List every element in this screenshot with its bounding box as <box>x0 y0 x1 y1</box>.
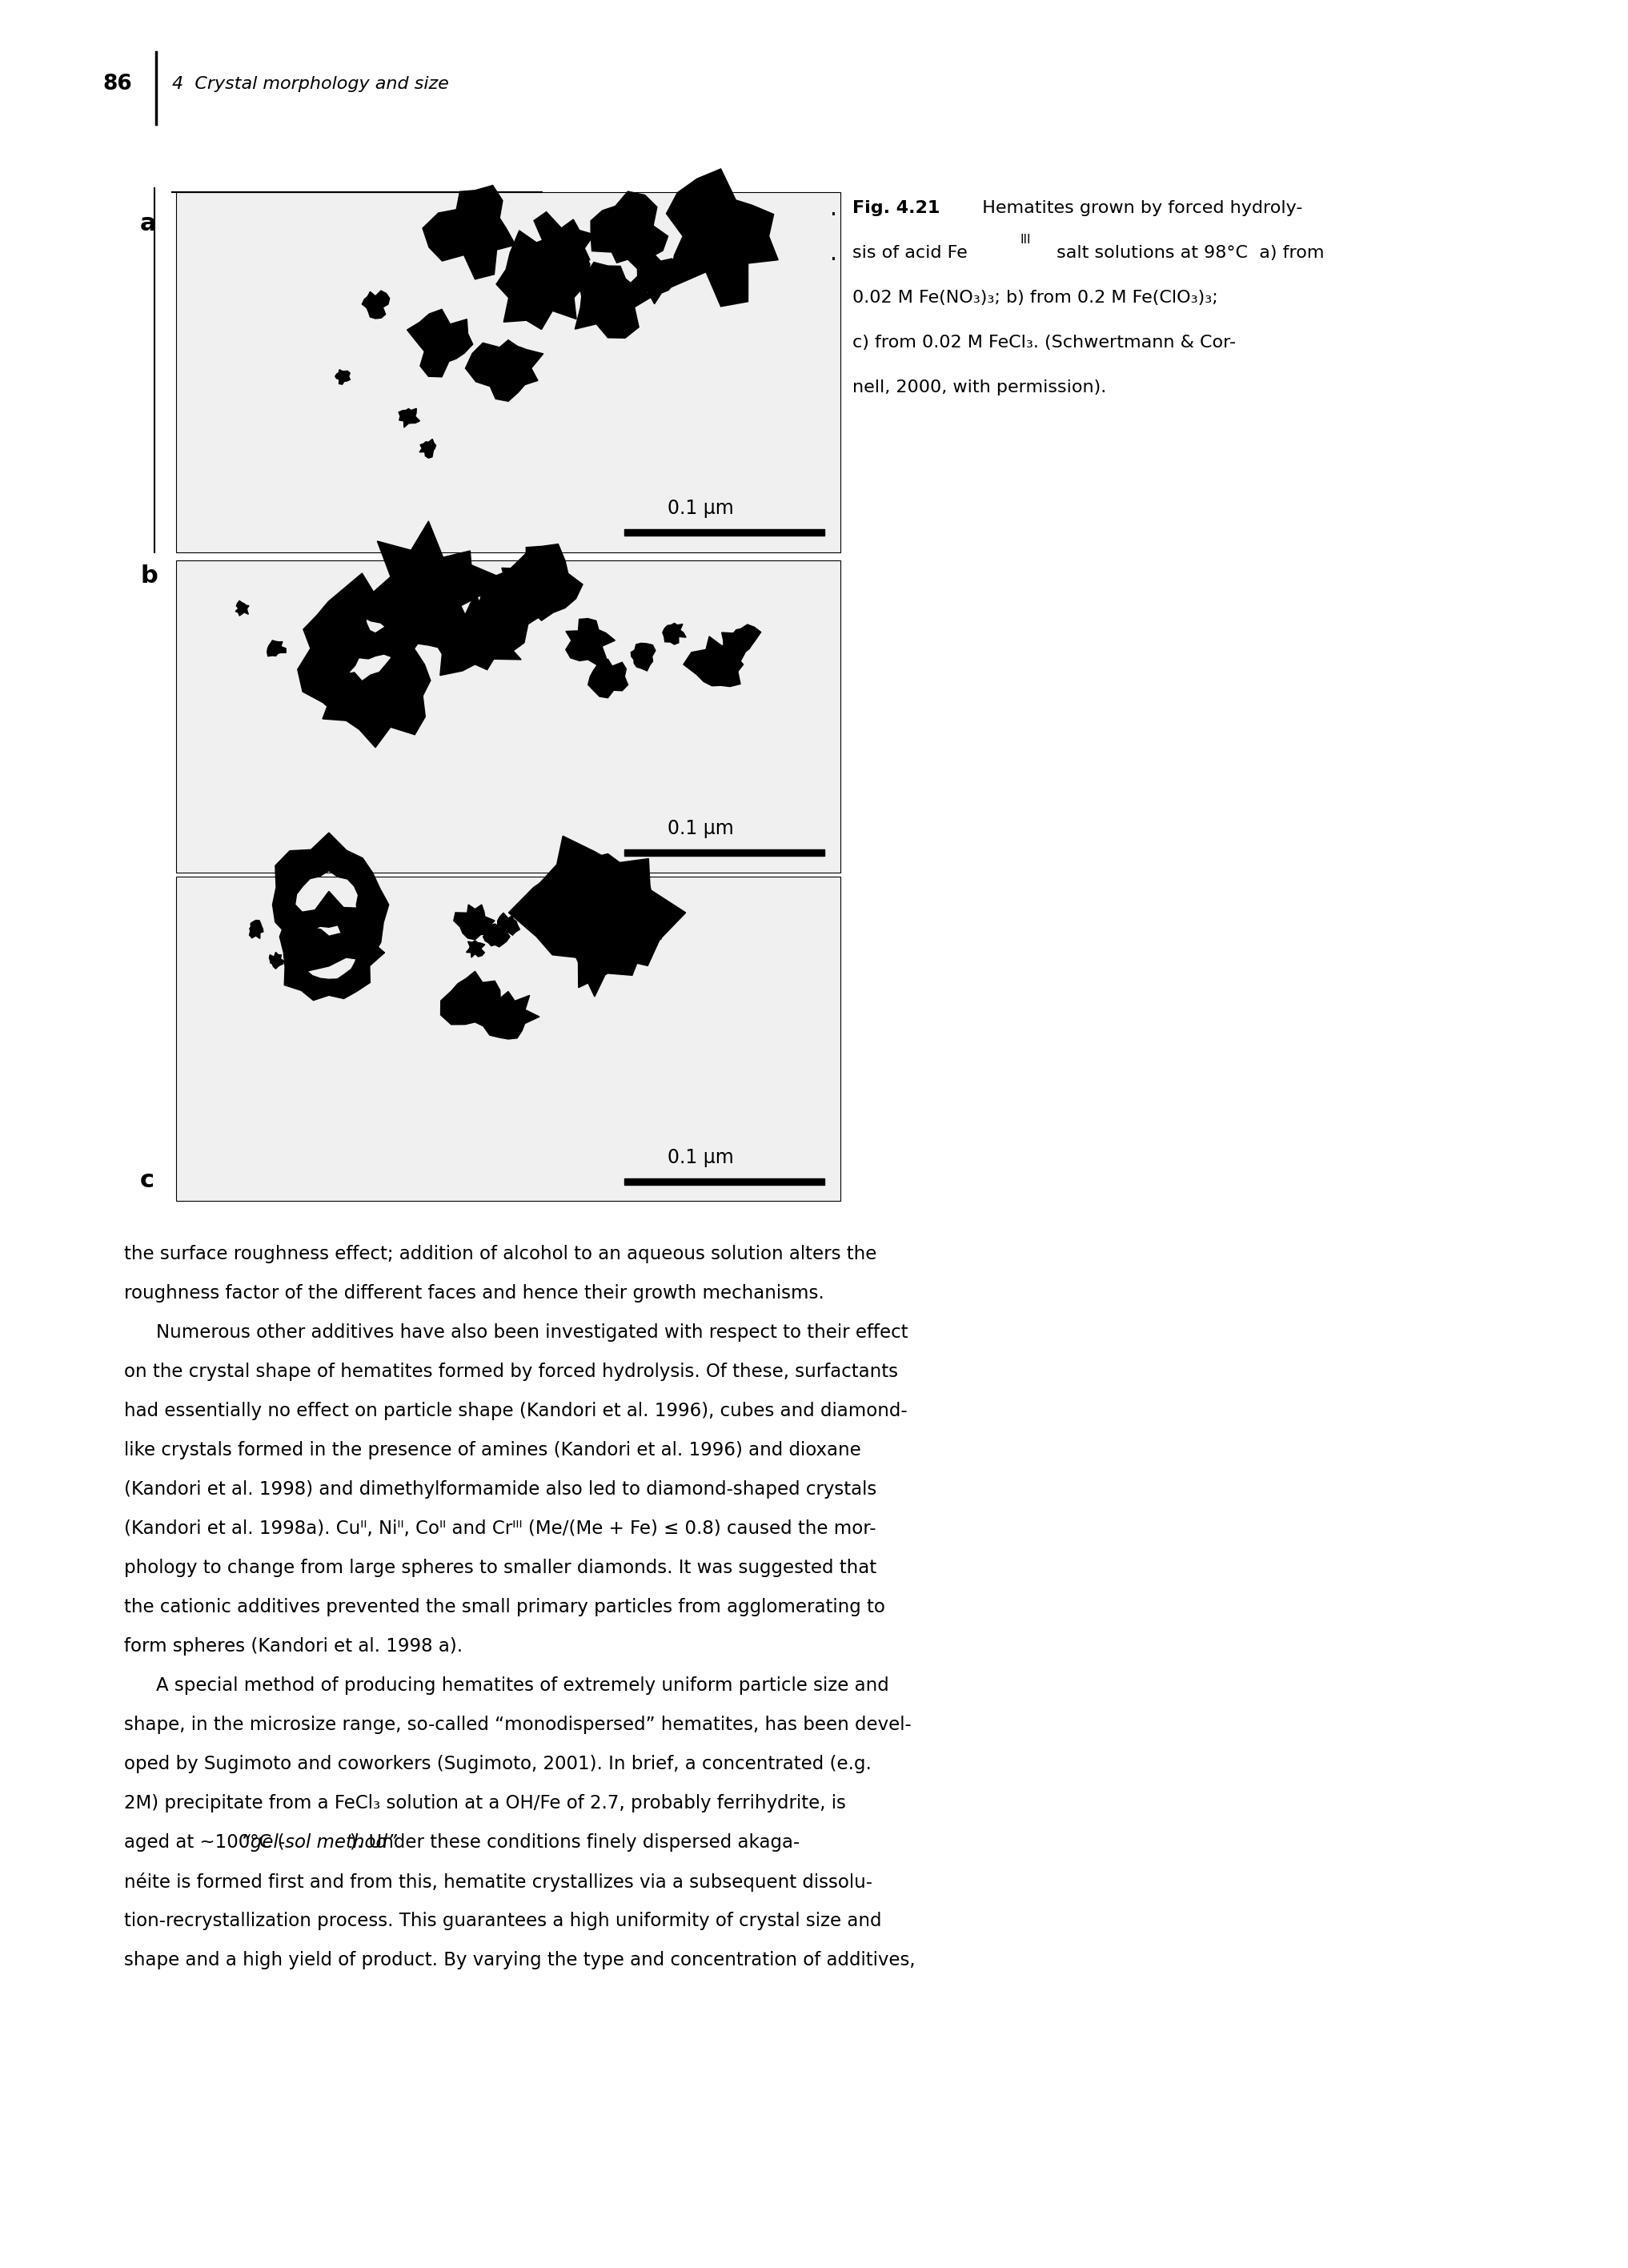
Text: ·: · <box>830 204 837 227</box>
Text: ). Under these conditions finely dispersed akaga-: ). Under these conditions finely dispers… <box>350 1833 799 1851</box>
Polygon shape <box>236 601 249 617</box>
Polygon shape <box>423 186 516 279</box>
Polygon shape <box>420 440 436 458</box>
Polygon shape <box>663 624 685 644</box>
Text: sis of acid Fe: sis of acid Fe <box>853 245 967 261</box>
Text: shape and a high yield of product. By varying the type and concentration of addi: shape and a high yield of product. By va… <box>124 1950 915 1969</box>
Polygon shape <box>272 832 389 971</box>
Text: 0.1 μm: 0.1 μm <box>667 819 734 839</box>
Text: the surface roughness effect; addition of alcohol to an aqueous solution alters : the surface roughness effect; addition o… <box>124 1245 877 1263</box>
Text: 86: 86 <box>103 73 132 95</box>
Text: on the crystal shape of hematites formed by forced hydrolysis. Of these, surfact: on the crystal shape of hematites formed… <box>124 1363 899 1381</box>
Text: 4  Crystal morphology and size: 4 Crystal morphology and size <box>173 77 449 93</box>
Polygon shape <box>441 971 500 1027</box>
Text: c) from 0.02 M FeCl₃. (Schwertmann & Cor-: c) from 0.02 M FeCl₃. (Schwertmann & Cor… <box>853 336 1236 352</box>
Text: ·: · <box>830 249 837 272</box>
Polygon shape <box>280 891 384 1000</box>
Polygon shape <box>501 544 583 621</box>
Text: c: c <box>140 1168 155 1193</box>
Text: salt solutions at 98°C  a) from: salt solutions at 98°C a) from <box>1052 245 1324 261</box>
Text: nell, 2000, with permission).: nell, 2000, with permission). <box>853 379 1107 395</box>
Polygon shape <box>466 941 485 957</box>
Text: 0.1 μm: 0.1 μm <box>667 499 734 517</box>
Text: 0.1 μm: 0.1 μm <box>667 1148 734 1168</box>
Text: aged at ~100°C (: aged at ~100°C ( <box>124 1833 285 1851</box>
Polygon shape <box>454 905 495 939</box>
Text: like crystals formed in the presence of amines (Kandori et al. 1996) and dioxane: like crystals formed in the presence of … <box>124 1440 861 1458</box>
Polygon shape <box>591 191 667 274</box>
Text: Fig. 4.21: Fig. 4.21 <box>853 200 939 215</box>
Polygon shape <box>269 953 283 968</box>
Text: oped by Sugimoto and coworkers (Sugimoto, 2001). In brief, a concentrated (e.g.: oped by Sugimoto and coworkers (Sugimoto… <box>124 1755 871 1774</box>
Polygon shape <box>536 853 661 987</box>
Polygon shape <box>567 619 615 667</box>
Text: had essentially no effect on particle shape (Kandori et al. 1996), cubes and dia: had essentially no effect on particle sh… <box>124 1402 907 1420</box>
Polygon shape <box>684 637 744 687</box>
Text: form spheres (Kandori et al. 1998 a).: form spheres (Kandori et al. 1998 a). <box>124 1637 462 1656</box>
Polygon shape <box>298 574 430 721</box>
Polygon shape <box>508 837 685 996</box>
Polygon shape <box>721 624 760 660</box>
Polygon shape <box>430 594 521 676</box>
Polygon shape <box>484 991 539 1039</box>
Polygon shape <box>666 168 778 306</box>
Text: a: a <box>140 213 156 236</box>
Text: b: b <box>140 565 158 587</box>
Text: III: III <box>1021 234 1031 245</box>
Polygon shape <box>625 254 677 304</box>
Polygon shape <box>361 290 389 318</box>
Polygon shape <box>267 640 287 655</box>
Polygon shape <box>249 921 264 939</box>
Bar <box>176 560 840 873</box>
Text: 2M) precipitate from a FeCl₃ solution at a OH/Fe of 2.7, probably ferrihydrite, : 2M) precipitate from a FeCl₃ solution at… <box>124 1794 847 1812</box>
Text: néite is formed first and from this, hematite crystallizes via a subsequent diss: néite is formed first and from this, hem… <box>124 1873 873 1892</box>
Text: (Kandori et al. 1998a). Cuᴵᴵ, Niᴵᴵ, Coᴵᴵ and Crᴵᴵᴵ (Me/(Me + Fe) ≤ 0.8) caused t: (Kandori et al. 1998a). Cuᴵᴵ, Niᴵᴵ, Coᴵᴵ… <box>124 1520 876 1538</box>
Polygon shape <box>316 603 371 662</box>
Polygon shape <box>632 644 656 671</box>
Text: Numerous other additives have also been investigated with respect to their effec: Numerous other additives have also been … <box>156 1322 908 1343</box>
Text: (Kandori et al. 1998) and dimethylformamide also led to diamond-shaped crystals: (Kandori et al. 1998) and dimethylformam… <box>124 1481 876 1499</box>
Polygon shape <box>575 263 653 338</box>
Text: Hematites grown by forced hydroly-: Hematites grown by forced hydroly- <box>970 200 1302 215</box>
Text: phology to change from large spheres to smaller diamonds. It was suggested that: phology to change from large spheres to … <box>124 1558 876 1576</box>
Text: roughness factor of the different faces and hence their growth mechanisms.: roughness factor of the different faces … <box>124 1284 824 1302</box>
Polygon shape <box>373 522 487 651</box>
Polygon shape <box>335 370 350 383</box>
Polygon shape <box>484 923 510 948</box>
Polygon shape <box>399 408 420 426</box>
Bar <box>176 193 840 553</box>
Polygon shape <box>521 211 594 288</box>
Polygon shape <box>466 549 563 655</box>
Polygon shape <box>497 231 589 329</box>
Text: tion-recrystallization process. This guarantees a high uniformity of crystal siz: tion-recrystallization process. This gua… <box>124 1912 882 1930</box>
Polygon shape <box>588 660 628 699</box>
Polygon shape <box>313 621 430 748</box>
Text: A special method of producing hematites of extremely uniform particle size and: A special method of producing hematites … <box>156 1676 889 1694</box>
Polygon shape <box>407 308 472 376</box>
Polygon shape <box>466 340 544 401</box>
Text: 0.02 M Fe(NO₃)₃; b) from 0.2 M Fe(ClO₃)₃;: 0.02 M Fe(NO₃)₃; b) from 0.2 M Fe(ClO₃)₃… <box>853 290 1218 306</box>
Text: “gel-sol method”: “gel-sol method” <box>241 1833 397 1851</box>
Text: shape, in the microsize range, so-called “monodispersed” hematites, has been dev: shape, in the microsize range, so-called… <box>124 1715 912 1735</box>
Polygon shape <box>498 912 519 934</box>
Bar <box>176 878 840 1200</box>
Text: the cationic additives prevented the small primary particles from agglomerating : the cationic additives prevented the sma… <box>124 1599 886 1617</box>
